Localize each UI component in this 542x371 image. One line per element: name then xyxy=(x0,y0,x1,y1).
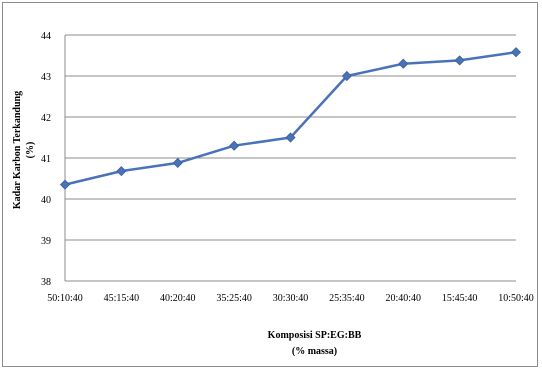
y-tick-label: 42 xyxy=(41,113,51,124)
x-tick-label: 30:30:40 xyxy=(273,293,309,304)
y-tick-label: 44 xyxy=(41,31,51,42)
y-axis-title: Kadar Karbon Terkandung xyxy=(12,91,23,209)
x-axis-unit: (% massa) xyxy=(292,346,337,357)
series-line xyxy=(64,50,517,186)
data-point xyxy=(229,140,240,151)
y-tick-label: 39 xyxy=(41,236,51,247)
y-axis-unit: (%) xyxy=(25,142,36,159)
x-tick-label: 10:50:40 xyxy=(498,293,534,304)
data-point xyxy=(341,70,352,82)
x-axis-title: Komposisi SP:EG:BB xyxy=(268,330,362,341)
x-tick-labels: 50:10:40 45:15:40 40:20:40 35:25:40 30:30:40… xyxy=(47,293,534,304)
data-point xyxy=(510,47,522,58)
x-tick-label: 40:20:40 xyxy=(160,293,196,304)
data-point xyxy=(172,157,183,168)
y-tick-label: 40 xyxy=(41,195,51,206)
x-tick-label: 35:25:40 xyxy=(216,293,252,304)
y-tick-label: 43 xyxy=(41,72,51,83)
x-tick-label: 45:15:40 xyxy=(104,293,140,304)
data-point xyxy=(285,132,296,143)
chart-frame xyxy=(2,2,538,367)
x-tick-label: 20:40:40 xyxy=(385,293,421,304)
axes xyxy=(64,35,516,282)
y-tick-label: 41 xyxy=(41,154,51,165)
data-point xyxy=(398,58,409,69)
y-tick-label: 38 xyxy=(41,277,51,288)
series xyxy=(59,47,522,190)
y-tick-labels: 38 39 40 41 42 43 44 xyxy=(41,31,51,288)
x-tick-label: 15:45:40 xyxy=(442,293,478,304)
data-point xyxy=(59,179,71,190)
gridlines xyxy=(65,34,516,241)
x-tick-label: 50:10:40 xyxy=(47,293,83,304)
x-tick-label: 25:35:40 xyxy=(329,293,365,304)
data-point xyxy=(116,166,127,177)
data-point xyxy=(454,55,465,66)
